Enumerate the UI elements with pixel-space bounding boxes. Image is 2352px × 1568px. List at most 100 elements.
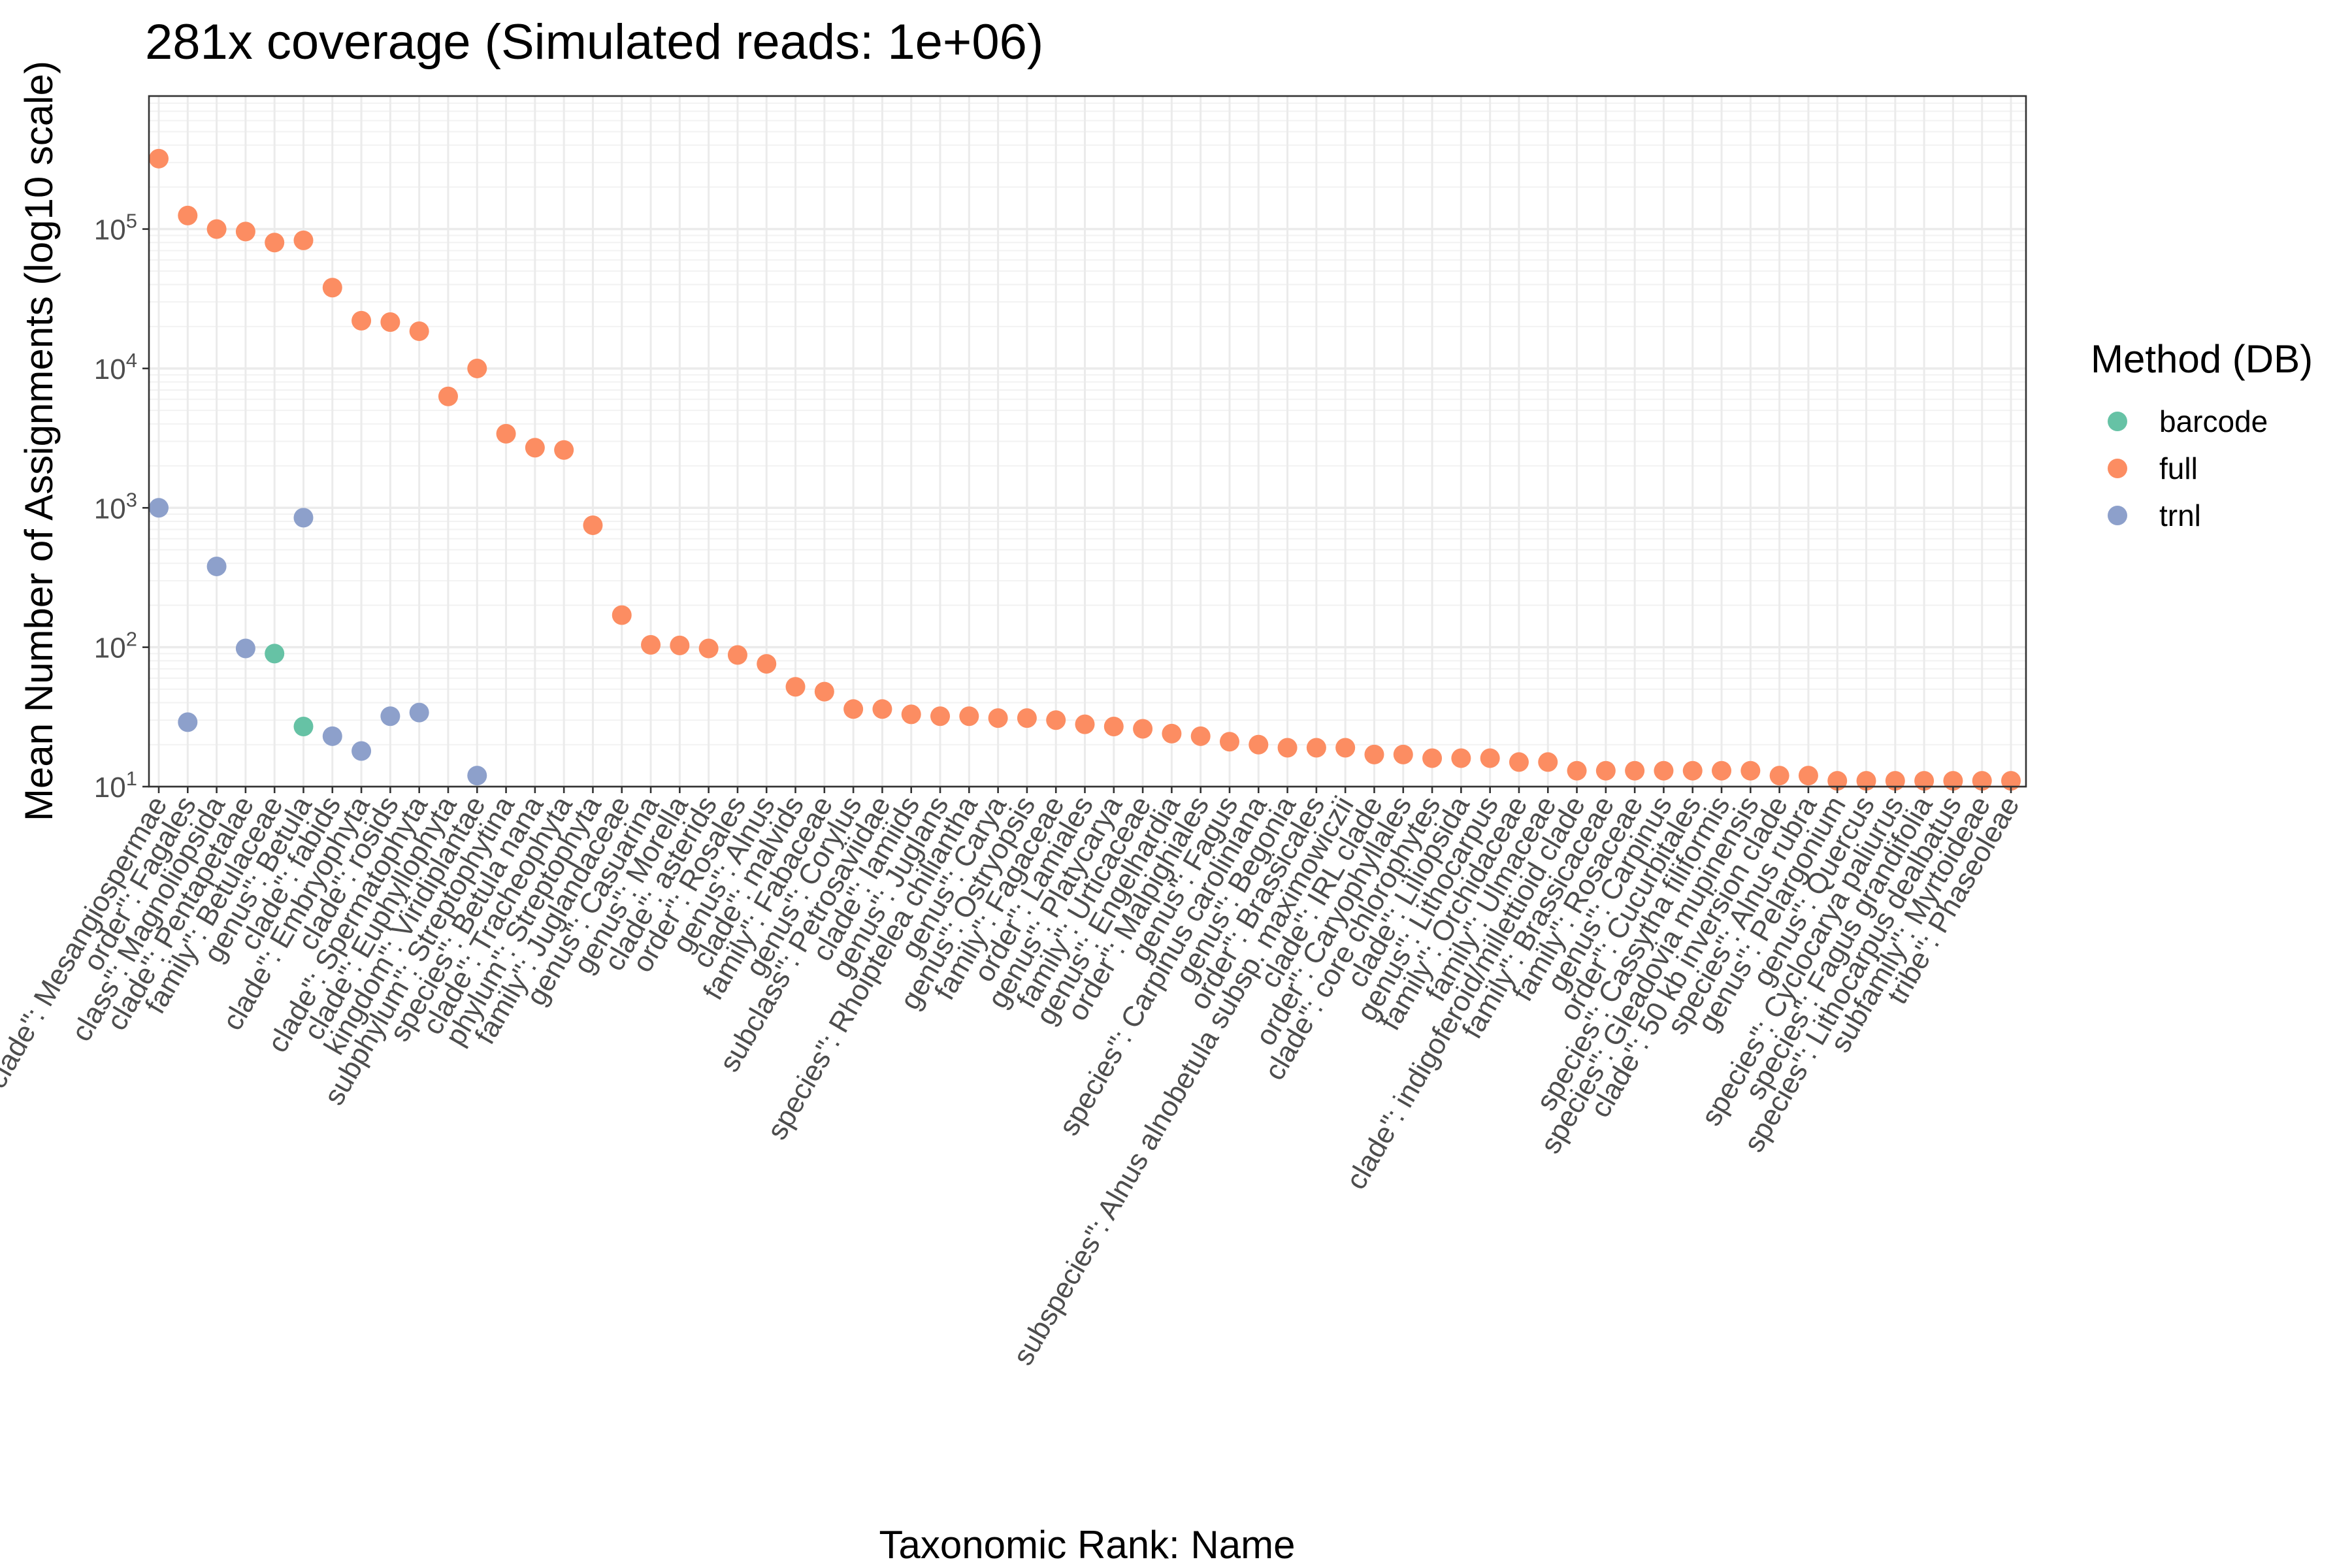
point-full — [1306, 738, 1326, 758]
point-full — [1682, 760, 1703, 781]
point-full — [1654, 760, 1674, 781]
point-full — [1451, 748, 1471, 768]
point-full — [1219, 732, 1239, 752]
point-full — [1712, 760, 1732, 781]
point-full — [1914, 771, 1935, 791]
chart-title: 281x coverage (Simulated reads: 1e+06) — [145, 14, 1043, 70]
point-full — [149, 148, 169, 169]
y-axis-title: Mean Number of Assignments (log10 scale) — [17, 61, 61, 821]
point-full — [583, 515, 603, 535]
point-full — [612, 605, 632, 625]
y-axis: 101 102 103 104 105 — [94, 210, 149, 804]
point-full — [1249, 734, 1269, 755]
point-full — [496, 423, 516, 444]
point-full — [438, 386, 458, 406]
point-trnl — [467, 766, 487, 786]
point-full — [814, 681, 834, 702]
point-full — [1625, 760, 1645, 781]
point-full — [1277, 738, 1298, 758]
legend-label-barcode: barcode — [2159, 404, 2268, 438]
point-full — [1046, 710, 1066, 730]
point-full — [1943, 771, 1963, 791]
point-full — [698, 638, 719, 659]
point-full — [670, 635, 690, 655]
y-tick-label: 102 — [94, 628, 137, 664]
point-trnl — [380, 706, 400, 727]
point-barcode — [265, 644, 285, 664]
point-trnl — [178, 712, 198, 732]
point-trnl — [206, 556, 227, 576]
point-trnl — [322, 726, 342, 746]
point-full — [872, 699, 892, 719]
point-trnl — [351, 741, 372, 761]
legend-items: barcode full trnl — [2108, 404, 2268, 532]
point-full — [1133, 719, 1153, 739]
point-trnl — [293, 508, 314, 528]
point-full — [1798, 766, 1818, 786]
point-full — [1567, 760, 1587, 781]
point-full — [1335, 738, 1356, 758]
point-full — [265, 233, 285, 253]
point-full — [554, 440, 574, 460]
point-full — [1190, 726, 1211, 746]
point-full — [178, 205, 198, 225]
point-full — [525, 438, 545, 458]
point-full — [2001, 771, 2021, 791]
legend-key-trnl — [2108, 506, 2127, 525]
point-full — [380, 312, 400, 333]
point-full — [235, 221, 255, 242]
point-full — [322, 278, 342, 298]
legend-key-full — [2108, 459, 2127, 478]
point-full — [1422, 748, 1443, 768]
point-full — [1162, 723, 1182, 743]
point-full — [351, 310, 372, 331]
point-barcode — [293, 716, 314, 736]
point-full — [1364, 744, 1384, 764]
point-full — [1885, 771, 1905, 791]
point-full — [206, 219, 227, 239]
point-full — [1827, 771, 1848, 791]
point-full — [1509, 752, 1529, 772]
y-tick-label: 105 — [94, 210, 137, 246]
legend-title: Method (DB) — [2091, 337, 2313, 381]
legend-label-full: full — [2159, 451, 2198, 485]
point-full — [727, 645, 747, 665]
y-tick-label: 103 — [94, 488, 137, 525]
point-trnl — [235, 638, 255, 659]
point-full — [930, 706, 951, 727]
point-full — [901, 704, 921, 725]
point-full — [1595, 760, 1616, 781]
point-full — [959, 706, 979, 727]
point-full — [988, 708, 1008, 728]
point-full — [1075, 714, 1095, 734]
point-full — [467, 358, 487, 378]
data-points — [149, 148, 2021, 791]
grid — [149, 95, 2026, 788]
point-full — [757, 654, 777, 674]
point-trnl — [409, 702, 429, 723]
point-full — [641, 635, 661, 655]
y-tick-label: 104 — [94, 349, 137, 385]
point-trnl — [149, 498, 169, 518]
x-axis-title: Taxonomic Rank: Name — [879, 1523, 1296, 1567]
point-full — [1103, 716, 1124, 736]
point-full — [1972, 771, 1992, 791]
point-full — [1856, 771, 1876, 791]
legend-key-barcode — [2108, 412, 2127, 431]
point-full — [293, 230, 314, 250]
point-full — [409, 321, 429, 341]
point-full — [1017, 708, 1037, 728]
y-tick-label: 101 — [94, 767, 137, 804]
point-full — [1480, 748, 1500, 768]
point-full — [1538, 752, 1558, 772]
point-full — [1393, 744, 1413, 764]
legend: Method (DB) barcode full trnl — [2091, 337, 2313, 532]
point-full — [1769, 766, 1789, 786]
point-full — [1740, 760, 1761, 781]
legend-label-trnl: trnl — [2159, 498, 2201, 532]
point-full — [785, 677, 806, 697]
plot-border — [148, 95, 2027, 788]
point-full — [843, 699, 864, 719]
